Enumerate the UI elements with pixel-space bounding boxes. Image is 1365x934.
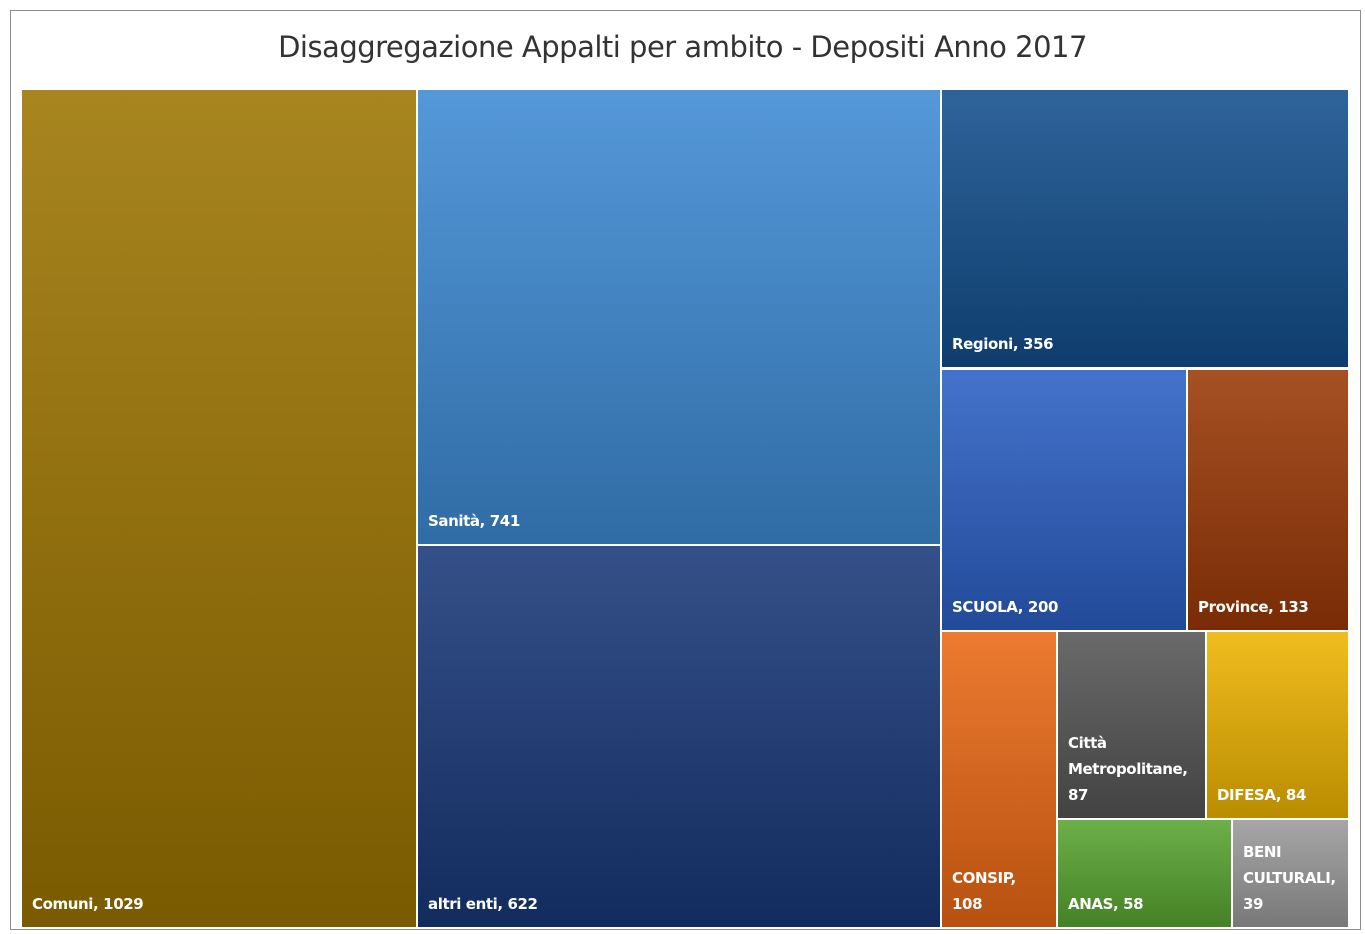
- data-label: Sanità, 741: [428, 512, 520, 530]
- data-label: BENI CULTURALI, 39: [1243, 843, 1336, 913]
- data-label: DIFESA, 84: [1217, 786, 1307, 804]
- treemap-cell: Sanità, 741: [418, 90, 940, 544]
- treemap-cell: ANAS, 58: [1058, 820, 1231, 927]
- treemap-cell: Comuni, 1029: [22, 90, 416, 927]
- data-label: Regioni, 356: [952, 335, 1054, 353]
- chart-title: Disaggregazione Appalti per ambito - Dep…: [278, 30, 1087, 64]
- data-label: CONSIP, 108: [952, 869, 1016, 913]
- treemap-cell: Province, 133: [1188, 370, 1348, 630]
- data-label: Comuni, 1029: [32, 895, 144, 913]
- chart-frame: [10, 10, 1361, 930]
- data-label: ANAS, 58: [1068, 895, 1144, 913]
- treemap-cell: altri enti, 622: [418, 546, 940, 927]
- data-label: SCUOLA, 200: [952, 598, 1059, 616]
- treemap-cell: DIFESA, 84: [1207, 632, 1348, 818]
- data-label: altri enti, 622: [428, 895, 538, 913]
- treemap-cell: Città Metropolitane, 87: [1058, 632, 1205, 818]
- data-label: Province, 133: [1198, 598, 1309, 616]
- treemap-cell: BENI CULTURALI, 39: [1233, 820, 1348, 927]
- treemap-cell: CONSIP, 108: [942, 632, 1056, 927]
- treemap-cell: SCUOLA, 200: [942, 370, 1186, 630]
- data-label: Città Metropolitane, 87: [1068, 734, 1188, 804]
- treemap-cell: Regioni, 356: [942, 90, 1348, 367]
